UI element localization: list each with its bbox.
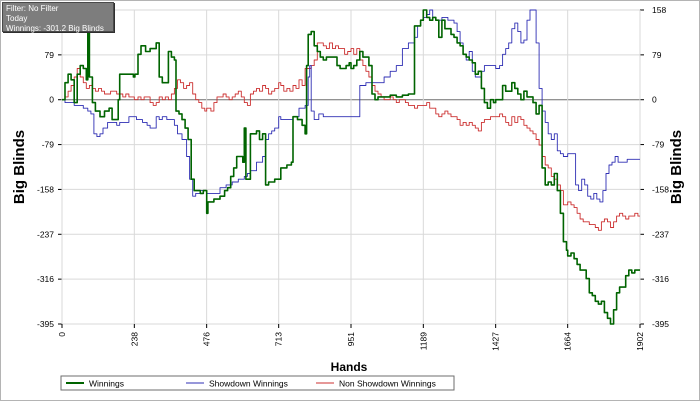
x-tick-label: 1902 [635,332,645,351]
legend-label-winnings: Winnings [89,379,124,389]
y-axis-title-right: Big Blinds [668,130,685,204]
x-tick-label: 713 [274,332,284,346]
legend-box [60,375,455,391]
y-tick-label-left: -316 [37,274,54,284]
y-tick-label-right: -316 [652,274,669,284]
x-tick-label: 1189 [418,332,428,351]
y-tick-label-right: -237 [652,229,669,239]
winnings-line [62,9,640,325]
legend-label-showdown: Showdown Winnings [209,379,288,389]
period-label: Today [6,14,28,23]
y-tick-label-right: 158 [652,5,666,15]
y-tick-label-left: 0 [49,95,54,105]
x-tick-label: 1427 [491,332,501,351]
legend: Winnings Showdown Winnings Non Showdown … [60,375,455,391]
winnings-summary: Winnings: -301.2 Big Blinds [6,24,104,33]
chart-series [62,9,640,325]
y-axis-title-left: Big Blinds [11,130,28,204]
x-axis-title: Hands [331,360,368,374]
y-tick-label-right: 0 [652,95,657,105]
filter-info-box: Filter: No Filter Today Winnings: -301.2… [2,2,114,33]
y-tick-label-right: -79 [652,140,665,150]
x-tick-label: 951 [346,332,356,346]
x-tick-label: 238 [129,332,139,346]
y-tick-label-left: 79 [45,50,55,60]
tick-labels: 158158797900-79-79-158-158-237-237-316-3… [37,5,669,351]
showdown-winnings-line [62,9,640,203]
y-tick-label-right: 79 [652,50,662,60]
y-tick-label-left: -79 [42,140,55,150]
y-tick-label-left: -158 [37,184,54,194]
y-tick-label-right: -158 [652,184,669,194]
y-tick-label-left: -395 [37,319,54,329]
y-tick-label-left: -237 [37,229,54,239]
y-tick-label-right: -395 [652,319,669,329]
x-tick-label: 0 [57,332,67,337]
filter-label: Filter: No Filter [6,4,59,13]
legend-label-non-showdown: Non Showdown Winnings [339,379,436,389]
non-showdown-winnings-line [62,42,640,231]
x-tick-label: 476 [202,332,212,346]
x-tick-label: 1664 [563,332,573,351]
